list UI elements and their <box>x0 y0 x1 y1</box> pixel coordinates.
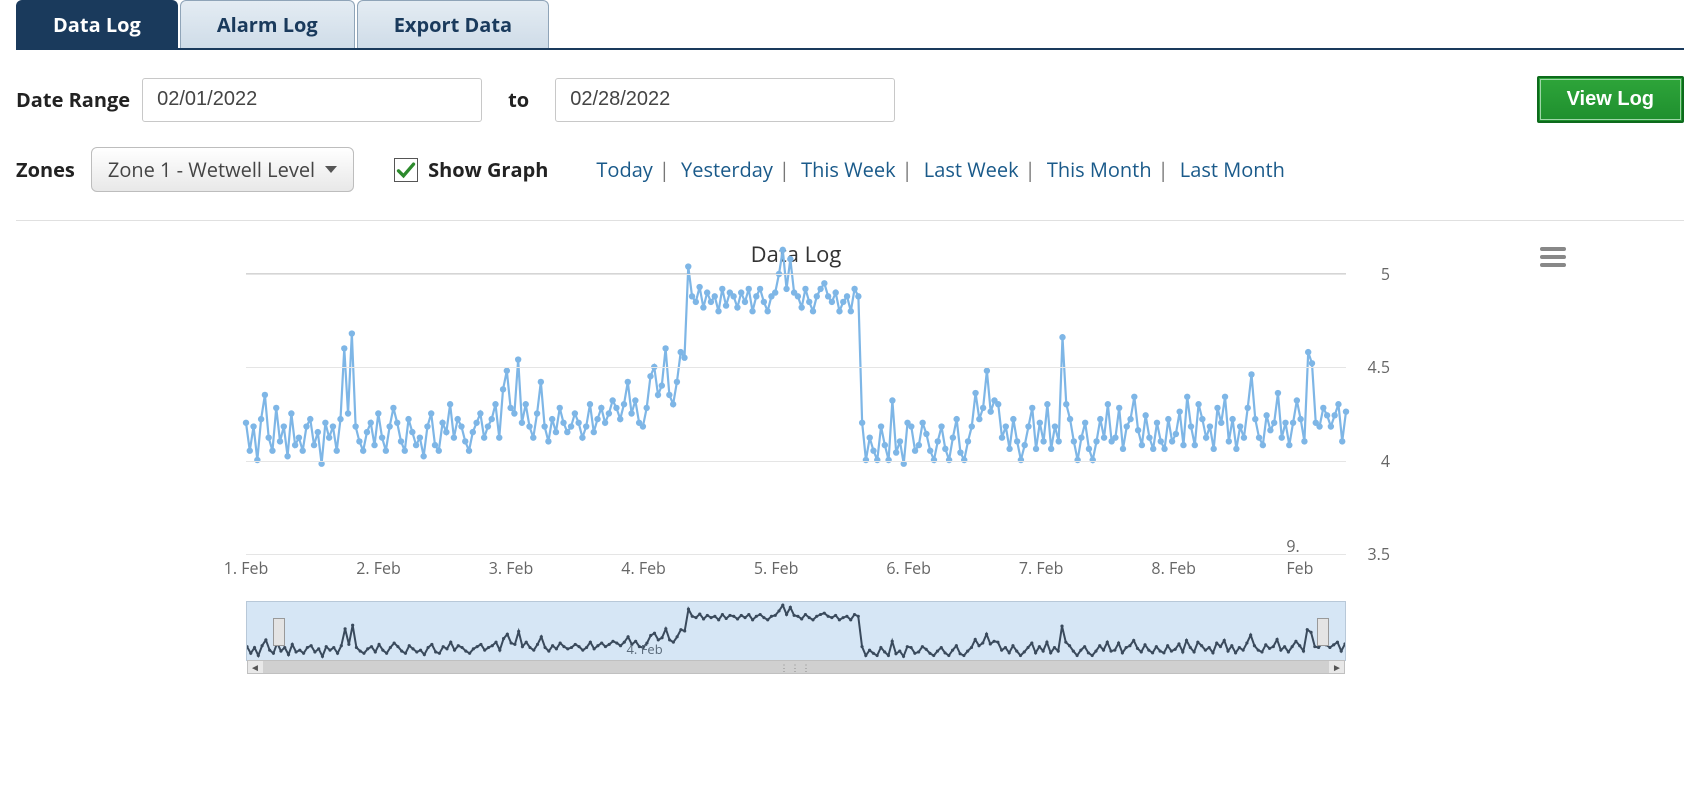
tab-export-data[interactable]: Export Data <box>357 0 549 48</box>
tab-bar: Data Log Alarm Log Export Data <box>16 0 1684 50</box>
quick-links: Today| Yesterday| This Week| Last Week| … <box>596 156 1284 183</box>
zones-label: Zones <box>16 156 75 183</box>
chart-navigator[interactable]: ◄ ⋮⋮⋮ ► 4. Feb <box>246 601 1346 661</box>
nav-scroll-left-icon[interactable]: ◄ <box>248 660 262 674</box>
chart-series <box>246 274 1346 553</box>
zone-select[interactable]: Zone 1 - Wetwell Level <box>91 147 354 192</box>
date-from-input[interactable] <box>142 78 482 122</box>
xtick-label: 1. Feb <box>224 557 269 579</box>
zones-row: Zones Zone 1 - Wetwell Level Show Graph … <box>16 147 1684 192</box>
xtick-label: 6. Feb <box>886 557 931 579</box>
navigator-handle-right[interactable] <box>1317 618 1329 646</box>
ytick-label: 3.5 <box>1368 543 1391 565</box>
date-range-row: Date Range to View Log <box>16 76 1684 123</box>
show-graph-label: Show Graph <box>428 156 548 183</box>
xtick-label: 3. Feb <box>489 557 534 579</box>
xtick-label: 7. Feb <box>1019 557 1064 579</box>
nav-xtick-label: 4. Feb <box>626 640 662 658</box>
date-range-label: Date Range <box>16 86 130 113</box>
quicklink-yesterday[interactable]: Yesterday <box>681 156 773 183</box>
quicklink-last-month[interactable]: Last Month <box>1180 156 1285 183</box>
tab-data-log[interactable]: Data Log <box>16 0 178 48</box>
quicklink-this-month[interactable]: This Month <box>1047 156 1152 183</box>
quicklink-last-week[interactable]: Last Week <box>924 156 1019 183</box>
tab-alarm-log[interactable]: Alarm Log <box>180 0 355 48</box>
chart-area: Data Log 3.544.551. Feb2. Feb3. Feb4. Fe… <box>246 239 1346 661</box>
chevron-down-icon <box>325 166 337 173</box>
view-log-button[interactable]: View Log <box>1537 76 1684 123</box>
show-graph-checkbox[interactable] <box>394 158 418 182</box>
quicklink-today[interactable]: Today <box>596 156 652 183</box>
ytick-label: 4 <box>1381 450 1390 472</box>
xtick-label: 2. Feb <box>356 557 401 579</box>
date-to-label: to <box>508 86 529 113</box>
nav-scroll-thumb[interactable]: ⋮⋮⋮ <box>263 661 1329 673</box>
ytick-label: 5 <box>1381 263 1390 285</box>
nav-scroll-right-icon[interactable]: ► <box>1330 660 1344 674</box>
navigator-scrollbar[interactable]: ◄ ⋮⋮⋮ ► <box>247 660 1345 674</box>
check-icon <box>396 160 416 180</box>
chart-title: Data Log <box>246 239 1346 269</box>
navigator-series <box>247 602 1345 660</box>
chart-plot[interactable]: 3.544.551. Feb2. Feb3. Feb4. Feb5. Feb6.… <box>246 273 1346 553</box>
quicklink-this-week[interactable]: This Week <box>801 156 896 183</box>
xtick-label: 4. Feb <box>621 557 666 579</box>
xtick-label: 5. Feb <box>754 557 799 579</box>
chart-menu-icon[interactable] <box>1540 243 1566 271</box>
xtick-label: 9. Feb <box>1286 535 1326 579</box>
zone-select-value: Zone 1 - Wetwell Level <box>108 156 315 183</box>
xtick-label: 8. Feb <box>1151 557 1196 579</box>
ytick-label: 4.5 <box>1368 356 1391 378</box>
date-to-input[interactable] <box>555 78 895 122</box>
navigator-handle-left[interactable] <box>273 618 285 646</box>
